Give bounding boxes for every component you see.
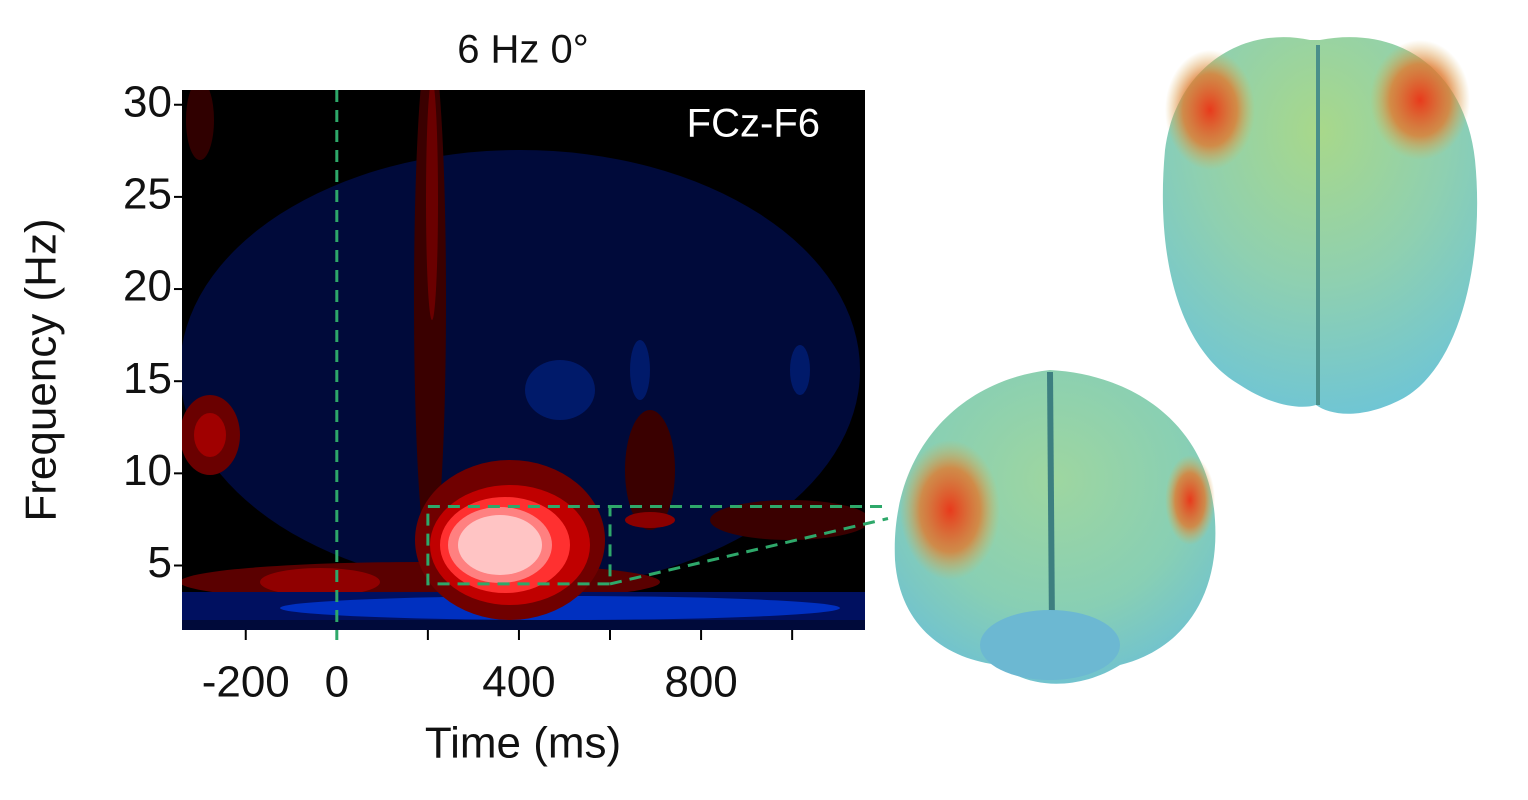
y-tick-label: 10 <box>123 446 172 495</box>
brain-top-view <box>1162 37 1478 414</box>
roi-box <box>426 505 612 586</box>
y-tick-label: 15 <box>123 354 172 403</box>
heatmap <box>182 90 865 630</box>
brain-front-view <box>894 370 1216 684</box>
y-tick-label: 30 <box>123 77 172 126</box>
roi-connector <box>609 517 889 586</box>
x-tick-label: 800 <box>664 658 737 707</box>
x-axis-label: Time (ms) <box>425 719 621 768</box>
y-axis-label: Frequency (Hz) <box>17 218 66 521</box>
x-tick-label: 400 <box>482 658 555 707</box>
chart-title: 6 Hz 0° <box>457 28 589 72</box>
y-tick-label: 20 <box>123 262 172 311</box>
channel-label: FCz-F6 <box>687 102 820 146</box>
x-tick-label: -200 <box>202 658 290 707</box>
x-tick-label: 0 <box>325 658 349 707</box>
y-tick-label: 25 <box>123 170 172 219</box>
y-tick-label: 5 <box>148 538 172 587</box>
